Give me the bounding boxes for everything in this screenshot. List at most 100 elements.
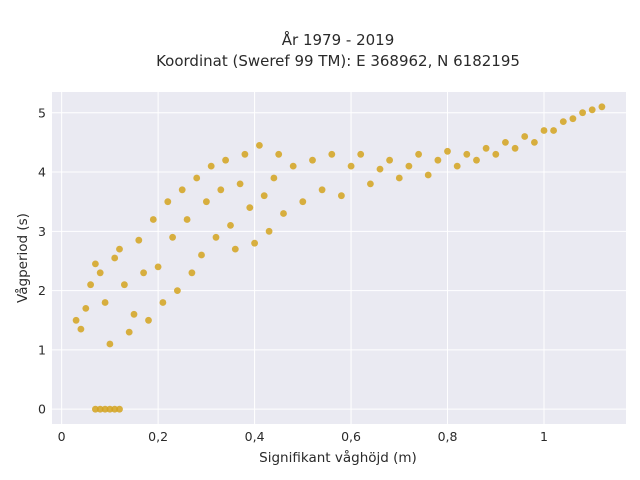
x-tick-labels: 0 0,2 0,4 0,6 0,8 1 <box>58 429 548 444</box>
y-tick-label: 1 <box>38 342 46 357</box>
data-point <box>207 162 215 170</box>
data-point <box>227 222 234 229</box>
gridlines <box>52 92 626 424</box>
x-tick-label: 1 <box>540 429 548 444</box>
data-point <box>598 103 606 111</box>
chart-subtitle: Koordinat (Sweref 99 TM): E 368962, N 61… <box>156 52 520 70</box>
data-point <box>251 239 258 247</box>
data-point <box>101 405 109 413</box>
data-point <box>222 156 230 164</box>
data-point <box>246 204 254 212</box>
data-point <box>415 150 422 158</box>
data-point <box>289 162 297 170</box>
data-point <box>164 198 172 206</box>
data-point <box>347 162 355 170</box>
data-point <box>154 263 162 271</box>
y-tick-label: 4 <box>38 165 46 180</box>
data-point <box>424 171 432 179</box>
data-point <box>256 142 263 149</box>
data-point <box>125 328 133 336</box>
y-tick-labels: 0 1 2 3 4 5 <box>38 105 46 416</box>
data-point <box>275 150 283 158</box>
x-tick-label: 0 <box>58 429 66 444</box>
data-point <box>444 147 451 155</box>
data-point <box>193 174 201 182</box>
data-point <box>376 165 384 173</box>
data-point <box>367 180 374 188</box>
data-point <box>241 150 249 158</box>
data-point <box>318 186 326 194</box>
data-point <box>473 156 480 164</box>
data-point <box>453 162 461 170</box>
data-point <box>178 186 186 194</box>
data-point <box>236 180 244 188</box>
data-point <box>280 210 287 217</box>
data-point <box>159 299 167 306</box>
y-tick-label: 3 <box>38 224 46 239</box>
data-point <box>217 186 225 194</box>
data-point <box>482 144 490 152</box>
data-point <box>386 156 393 164</box>
data-point <box>299 198 307 206</box>
data-point <box>309 156 316 164</box>
chart-title: År 1979 - 2019 <box>282 30 395 49</box>
data-point <box>463 150 471 158</box>
y-tick-label: 5 <box>38 105 46 120</box>
data-point <box>92 405 99 413</box>
data-point <box>198 251 205 259</box>
x-tick-label: 0,4 <box>245 429 265 444</box>
data-point <box>231 245 239 253</box>
data-point <box>260 192 268 200</box>
x-axis-label: Signifikant våghöjd (m) <box>259 449 417 466</box>
data-points <box>72 103 606 413</box>
data-point <box>395 174 403 182</box>
data-point <box>87 281 94 289</box>
data-point <box>82 305 90 312</box>
data-point <box>121 281 128 289</box>
data-point <box>149 216 157 223</box>
data-point <box>135 236 143 244</box>
x-tick-label: 0,6 <box>341 429 361 444</box>
data-point <box>106 405 114 413</box>
data-point <box>116 245 123 253</box>
data-point <box>265 227 273 235</box>
data-point <box>588 106 596 114</box>
data-point <box>116 405 123 413</box>
data-point <box>434 156 442 164</box>
data-point <box>111 405 119 413</box>
data-point <box>140 269 148 277</box>
data-point <box>183 216 191 223</box>
data-point <box>188 269 196 277</box>
data-point <box>92 260 99 268</box>
data-point <box>203 198 210 206</box>
data-point <box>559 118 567 125</box>
y-tick-label: 0 <box>38 402 46 417</box>
data-point <box>405 162 413 170</box>
data-point <box>492 150 500 158</box>
data-point <box>270 174 278 182</box>
x-tick-label: 0,8 <box>438 429 458 444</box>
data-point <box>174 287 181 294</box>
y-tick-label: 2 <box>38 283 46 298</box>
y-axis-label: Vågperiod (s) <box>14 213 31 303</box>
data-point <box>531 139 538 146</box>
data-point <box>169 233 177 241</box>
data-point <box>106 340 114 348</box>
x-tick-label: 0,2 <box>148 429 168 444</box>
data-point <box>521 133 529 140</box>
data-point <box>96 269 104 277</box>
data-point <box>579 109 586 117</box>
data-point <box>130 310 138 318</box>
data-point <box>72 316 80 324</box>
data-point <box>550 127 557 134</box>
data-point <box>357 150 365 158</box>
data-point <box>212 233 220 241</box>
data-point <box>338 192 345 200</box>
data-point <box>502 139 509 146</box>
data-point <box>511 144 519 152</box>
data-point <box>101 299 109 306</box>
data-point <box>145 316 152 324</box>
data-point <box>77 325 85 333</box>
data-point <box>569 115 577 123</box>
